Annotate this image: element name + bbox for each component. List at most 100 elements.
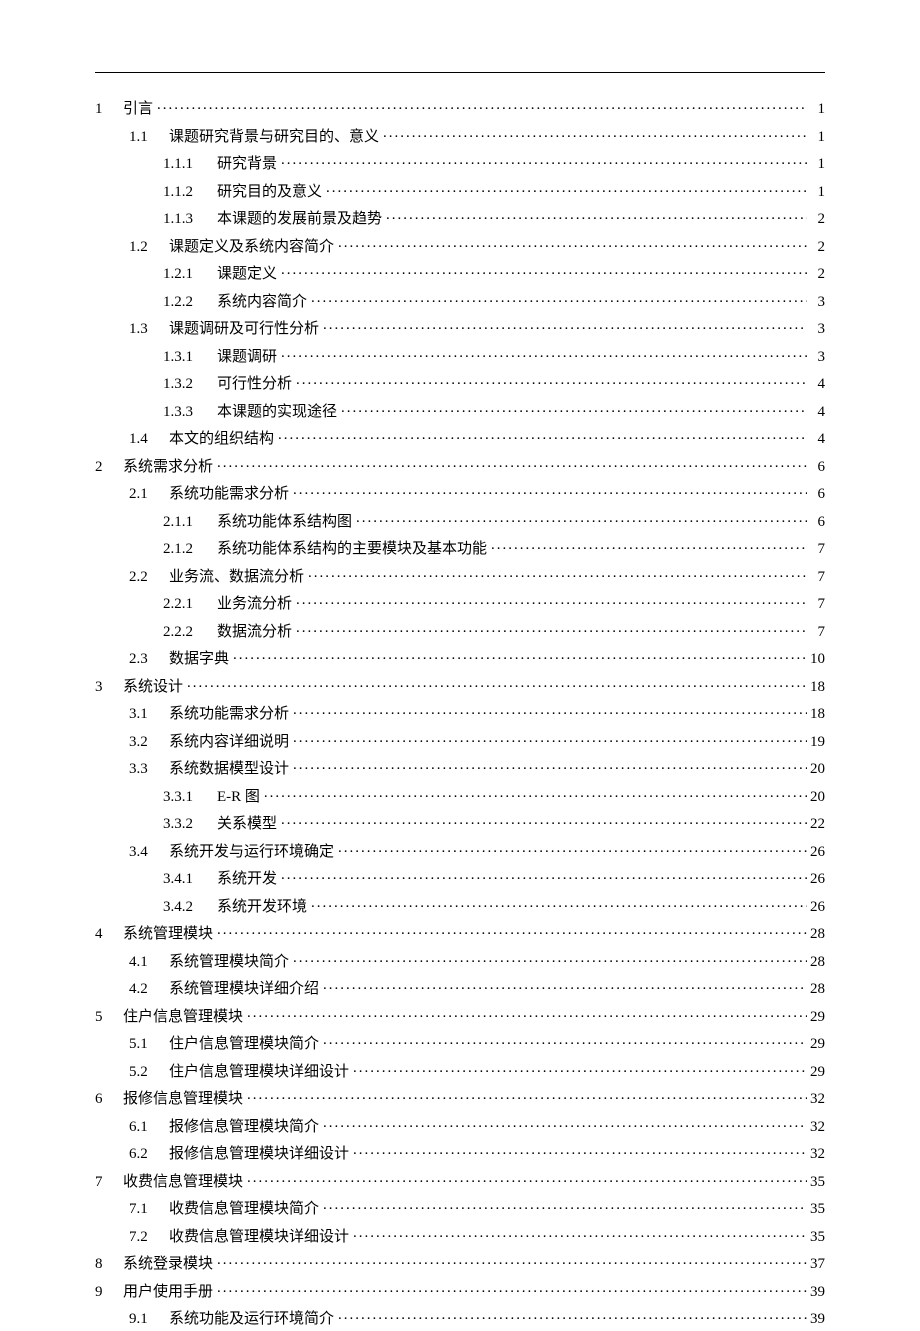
toc-entry-title: 研究目的及意义	[217, 180, 326, 204]
toc-entry[interactable]: 1.2.2系统内容简介3	[95, 290, 825, 314]
toc-entry-title: 系统内容简介	[217, 290, 311, 314]
toc-entry-title: 系统功能体系结构图	[217, 510, 356, 534]
toc-leader-dots	[308, 566, 807, 581]
toc-entry-number: 3.4.2	[163, 895, 217, 919]
toc-leader-dots	[353, 1061, 807, 1076]
toc-entry[interactable]: 5住户信息管理模块29	[95, 1005, 825, 1029]
toc-entry-number: 2.2	[129, 565, 169, 589]
toc-entry-title: 课题调研及可行性分析	[169, 317, 323, 341]
toc-entry-page: 19	[807, 730, 825, 754]
toc-entry[interactable]: 3.1系统功能需求分析18	[95, 702, 825, 726]
toc-entry-page: 1	[807, 125, 825, 149]
toc-entry-title: 引言	[123, 97, 157, 121]
toc-entry[interactable]: 5.2住户信息管理模块详细设计29	[95, 1060, 825, 1084]
toc-entry-number: 1.3.1	[163, 345, 217, 369]
toc-leader-dots	[264, 786, 807, 801]
toc-leader-dots	[278, 428, 807, 443]
toc-leader-dots	[217, 1281, 807, 1296]
toc-entry[interactable]: 7.1收费信息管理模块简介35	[95, 1197, 825, 1221]
toc-entry[interactable]: 1.3.3本课题的实现途径4	[95, 400, 825, 424]
toc-leader-dots	[281, 346, 807, 361]
toc-entry[interactable]: 6.2报修信息管理模块详细设计32	[95, 1142, 825, 1166]
toc-entry[interactable]: 2.1.1系统功能体系结构图6	[95, 510, 825, 534]
toc-leader-dots	[323, 1198, 807, 1213]
toc-entry-page: 2	[807, 207, 825, 231]
toc-entry[interactable]: 3.4系统开发与运行环境确定26	[95, 840, 825, 864]
toc-leader-dots	[247, 1006, 807, 1021]
toc-entry[interactable]: 3.4.1系统开发26	[95, 867, 825, 891]
toc-entry[interactable]: 7.2收费信息管理模块详细设计35	[95, 1225, 825, 1249]
toc-entry[interactable]: 1.1.3本课题的发展前景及趋势2	[95, 207, 825, 231]
toc-entry[interactable]: 1.2.1课题定义2	[95, 262, 825, 286]
toc-entry[interactable]: 1.4本文的组织结构4	[95, 427, 825, 451]
toc-entry[interactable]: 9用户使用手册39	[95, 1280, 825, 1304]
toc-leader-dots	[187, 676, 807, 691]
toc-entry-title: 系统数据模型设计	[169, 757, 293, 781]
toc-entry[interactable]: 2.1.2系统功能体系结构的主要模块及基本功能7	[95, 537, 825, 561]
toc-entry-page: 22	[807, 812, 825, 836]
toc-entry[interactable]: 4.1系统管理模块简介28	[95, 950, 825, 974]
toc-entry-number: 2	[95, 455, 123, 479]
toc-entry[interactable]: 5.1住户信息管理模块简介29	[95, 1032, 825, 1056]
toc-entry[interactable]: 3.3.1E-R 图20	[95, 785, 825, 809]
toc-leader-dots	[353, 1143, 807, 1158]
toc-entry-number: 3.2	[129, 730, 169, 754]
toc-leader-dots	[217, 456, 807, 471]
toc-entry-number: 8	[95, 1252, 123, 1276]
toc-entry-title: 系统管理模块详细介绍	[169, 977, 323, 1001]
toc-entry-page: 29	[807, 1060, 825, 1084]
toc-entry[interactable]: 1.1.2研究目的及意义1	[95, 180, 825, 204]
toc-entry-number: 2.1.2	[163, 537, 217, 561]
toc-entry[interactable]: 9.1系统功能及运行环境简介39	[95, 1307, 825, 1331]
toc-entry[interactable]: 1.1课题研究背景与研究目的、意义1	[95, 125, 825, 149]
toc-entry-number: 9	[95, 1280, 123, 1304]
toc-entry-page: 35	[807, 1170, 825, 1194]
toc-entry-number: 3.3	[129, 757, 169, 781]
toc-leader-dots	[281, 868, 807, 883]
toc-entry-title: 收费信息管理模块简介	[169, 1197, 323, 1221]
toc-leader-dots	[323, 1116, 807, 1131]
toc-entry[interactable]: 3.3系统数据模型设计 20	[95, 757, 825, 781]
toc-entry[interactable]: 1引言1	[95, 97, 825, 121]
toc-entry[interactable]: 1.3.1课题调研3	[95, 345, 825, 369]
toc-entry[interactable]: 4系统管理模块28	[95, 922, 825, 946]
toc-entry[interactable]: 1.3课题调研及可行性分析3	[95, 317, 825, 341]
toc-entry-page: 20	[807, 757, 825, 781]
toc-entry[interactable]: 2系统需求分析6	[95, 455, 825, 479]
toc-entry[interactable]: 6报修信息管理模块32	[95, 1087, 825, 1111]
toc-entry[interactable]: 1.1.1研究背景1	[95, 152, 825, 176]
toc-entry[interactable]: 3.4.2系统开发环境26	[95, 895, 825, 919]
toc-entry-title: 研究背景	[217, 152, 281, 176]
toc-leader-dots	[293, 731, 807, 746]
toc-entry[interactable]: 6.1报修信息管理模块简介32	[95, 1115, 825, 1139]
toc-entry[interactable]: 2.2.1业务流分析7	[95, 592, 825, 616]
toc-entry-page: 28	[807, 977, 825, 1001]
toc-entry-number: 6.1	[129, 1115, 169, 1139]
toc-entry[interactable]: 3系统设计18	[95, 675, 825, 699]
toc-entry[interactable]: 2.3数据字典10	[95, 647, 825, 671]
toc-entry[interactable]: 1.3.2可行性分析4	[95, 372, 825, 396]
toc-entry[interactable]: 7收费信息管理模块35	[95, 1170, 825, 1194]
toc-leader-dots	[323, 1033, 807, 1048]
toc-entry-title: 报修信息管理模块	[123, 1087, 247, 1111]
toc-entry-page: 1	[807, 97, 825, 121]
toc-entry-page: 39	[807, 1280, 825, 1304]
toc-entry-title: 系统功能体系结构的主要模块及基本功能	[217, 537, 491, 561]
toc-leader-dots	[217, 1253, 807, 1268]
toc-entry[interactable]: 8系统登录模块37	[95, 1252, 825, 1276]
toc-entry-page: 3	[807, 290, 825, 314]
header-rule	[95, 72, 825, 73]
toc-leader-dots	[293, 703, 807, 718]
toc-entry-title: 课题定义及系统内容简介	[169, 235, 338, 259]
toc-entry[interactable]: 3.2系统内容详细说明19	[95, 730, 825, 754]
toc-entry[interactable]: 3.3.2关系模型22	[95, 812, 825, 836]
toc-leader-dots	[338, 1308, 807, 1323]
toc-entry[interactable]: 4.2系统管理模块详细介绍28	[95, 977, 825, 1001]
toc-entry-page: 7	[807, 620, 825, 644]
toc-entry-title: 系统开发环境	[217, 895, 311, 919]
toc-entry[interactable]: 2.2业务流、数据流分析7	[95, 565, 825, 589]
toc-entry[interactable]: 2.1系统功能需求分析6	[95, 482, 825, 506]
toc-entry[interactable]: 1.2课题定义及系统内容简介2	[95, 235, 825, 259]
toc-leader-dots	[293, 951, 807, 966]
toc-entry[interactable]: 2.2.2数据流分析7	[95, 620, 825, 644]
